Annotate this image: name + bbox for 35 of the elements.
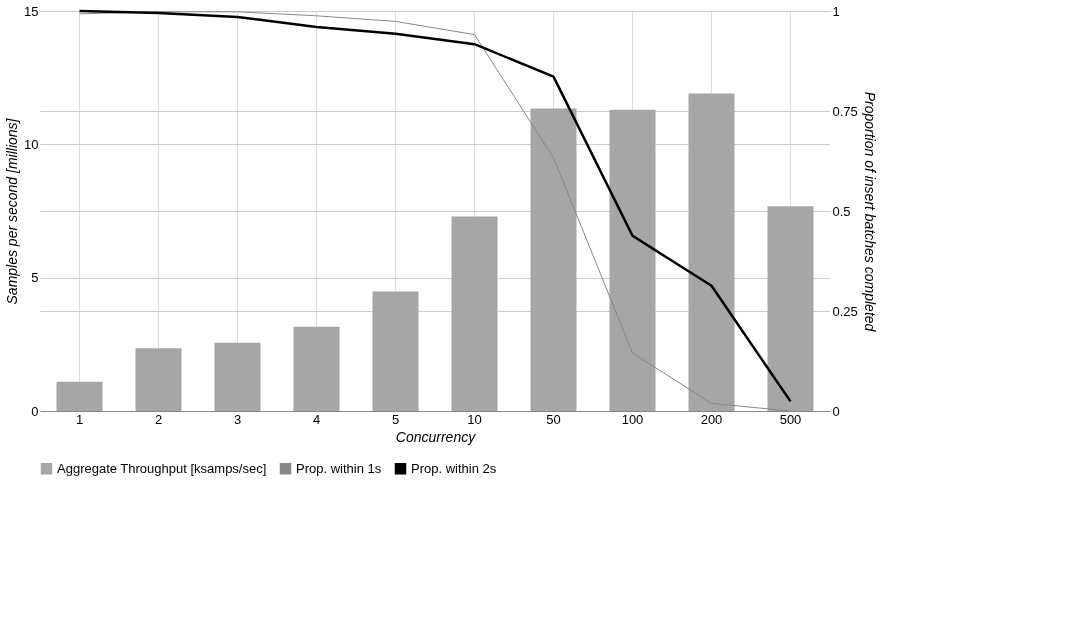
y2-axis-title: Proportion of insert batches completed [861, 91, 878, 333]
y2-tick-label: 0.25 [832, 303, 858, 319]
legend-label: Prop. within 1s [296, 460, 382, 476]
bar [688, 93, 735, 411]
y2-tick-label: 0.75 [832, 103, 858, 119]
bar [451, 216, 498, 411]
bar [530, 108, 577, 411]
bar [135, 348, 182, 411]
x-tick-label: 4 [312, 411, 321, 427]
x-tick-label: 200 [700, 411, 723, 427]
bar [609, 109, 656, 411]
y2-tick-label: 0.5 [832, 203, 851, 219]
x-tick-label: 2 [154, 411, 163, 427]
y-tick-label: 10 [24, 136, 39, 152]
bar [293, 326, 340, 411]
legend-label: Aggregate Throughput [ksamps/sec] [57, 460, 267, 476]
legend-label: Prop. within 2s [411, 460, 497, 476]
x-tick-label: 100 [621, 411, 644, 427]
bar [372, 291, 419, 411]
x-tick-label: 5 [391, 411, 400, 427]
y2-tick-label: 0 [832, 403, 840, 419]
y-tick-label: 0 [31, 403, 39, 419]
bar [56, 381, 103, 411]
y-axis-title: Samples per second [millions] [4, 117, 21, 305]
bar [214, 342, 261, 411]
y2-tick-label: 1 [832, 3, 840, 19]
y-tick-label: 15 [24, 3, 39, 19]
x-axis-title: Concurrency [395, 428, 477, 445]
bar [767, 206, 814, 411]
x-tick-label: 500 [779, 411, 802, 427]
x-tick-label: 10 [467, 411, 482, 427]
x-tick-label: 3 [233, 411, 242, 427]
x-tick-label: 50 [546, 411, 561, 427]
x-tick-label: 1 [75, 411, 84, 427]
y-tick-label: 5 [31, 270, 39, 286]
